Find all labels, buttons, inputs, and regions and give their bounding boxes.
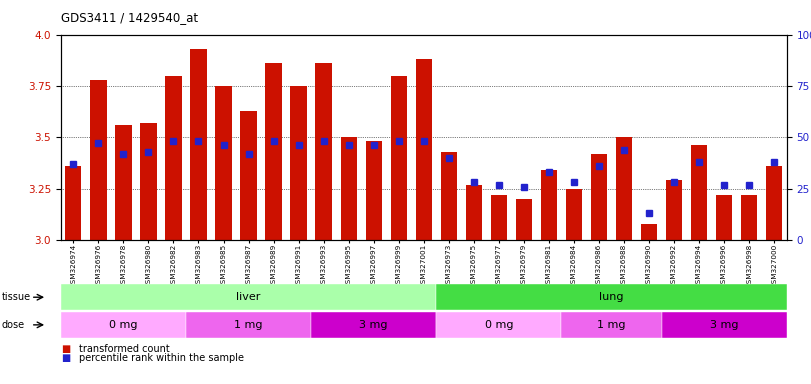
Bar [591,154,607,240]
Text: percentile rank within the sample: percentile rank within the sample [79,353,243,363]
Bar [265,63,281,240]
Bar [165,76,182,240]
Text: ■: ■ [61,353,70,363]
Text: 1 mg: 1 mg [234,320,263,330]
Bar [716,195,732,240]
Bar [391,76,407,240]
Text: lung: lung [599,292,624,302]
Bar [90,80,106,240]
Text: liver: liver [236,292,260,302]
Bar [290,86,307,240]
Bar [216,86,232,240]
Bar [691,146,707,240]
Bar [616,137,632,240]
Text: 1 mg: 1 mg [597,320,626,330]
Text: ■: ■ [61,344,70,354]
Bar [315,63,332,240]
Text: transformed count: transformed count [79,344,169,354]
Bar [191,49,207,240]
Bar [115,125,131,240]
Bar [491,195,507,240]
Text: 0 mg: 0 mg [109,320,138,330]
Text: 3 mg: 3 mg [359,320,388,330]
Text: 3 mg: 3 mg [710,320,738,330]
Bar [366,141,382,240]
Bar [440,152,457,240]
Bar [466,185,482,240]
Bar [516,199,532,240]
Bar [140,123,157,240]
Bar [741,195,757,240]
Bar [341,137,357,240]
Bar [641,223,657,240]
Text: GDS3411 / 1429540_at: GDS3411 / 1429540_at [61,12,198,25]
Bar [415,59,432,240]
Bar [566,189,582,240]
Bar [766,166,783,240]
Text: dose: dose [2,320,25,330]
Text: tissue: tissue [2,292,31,302]
Text: 0 mg: 0 mg [485,320,513,330]
Bar [240,111,256,240]
Bar [666,180,682,240]
Bar [65,166,81,240]
Bar [541,170,557,240]
